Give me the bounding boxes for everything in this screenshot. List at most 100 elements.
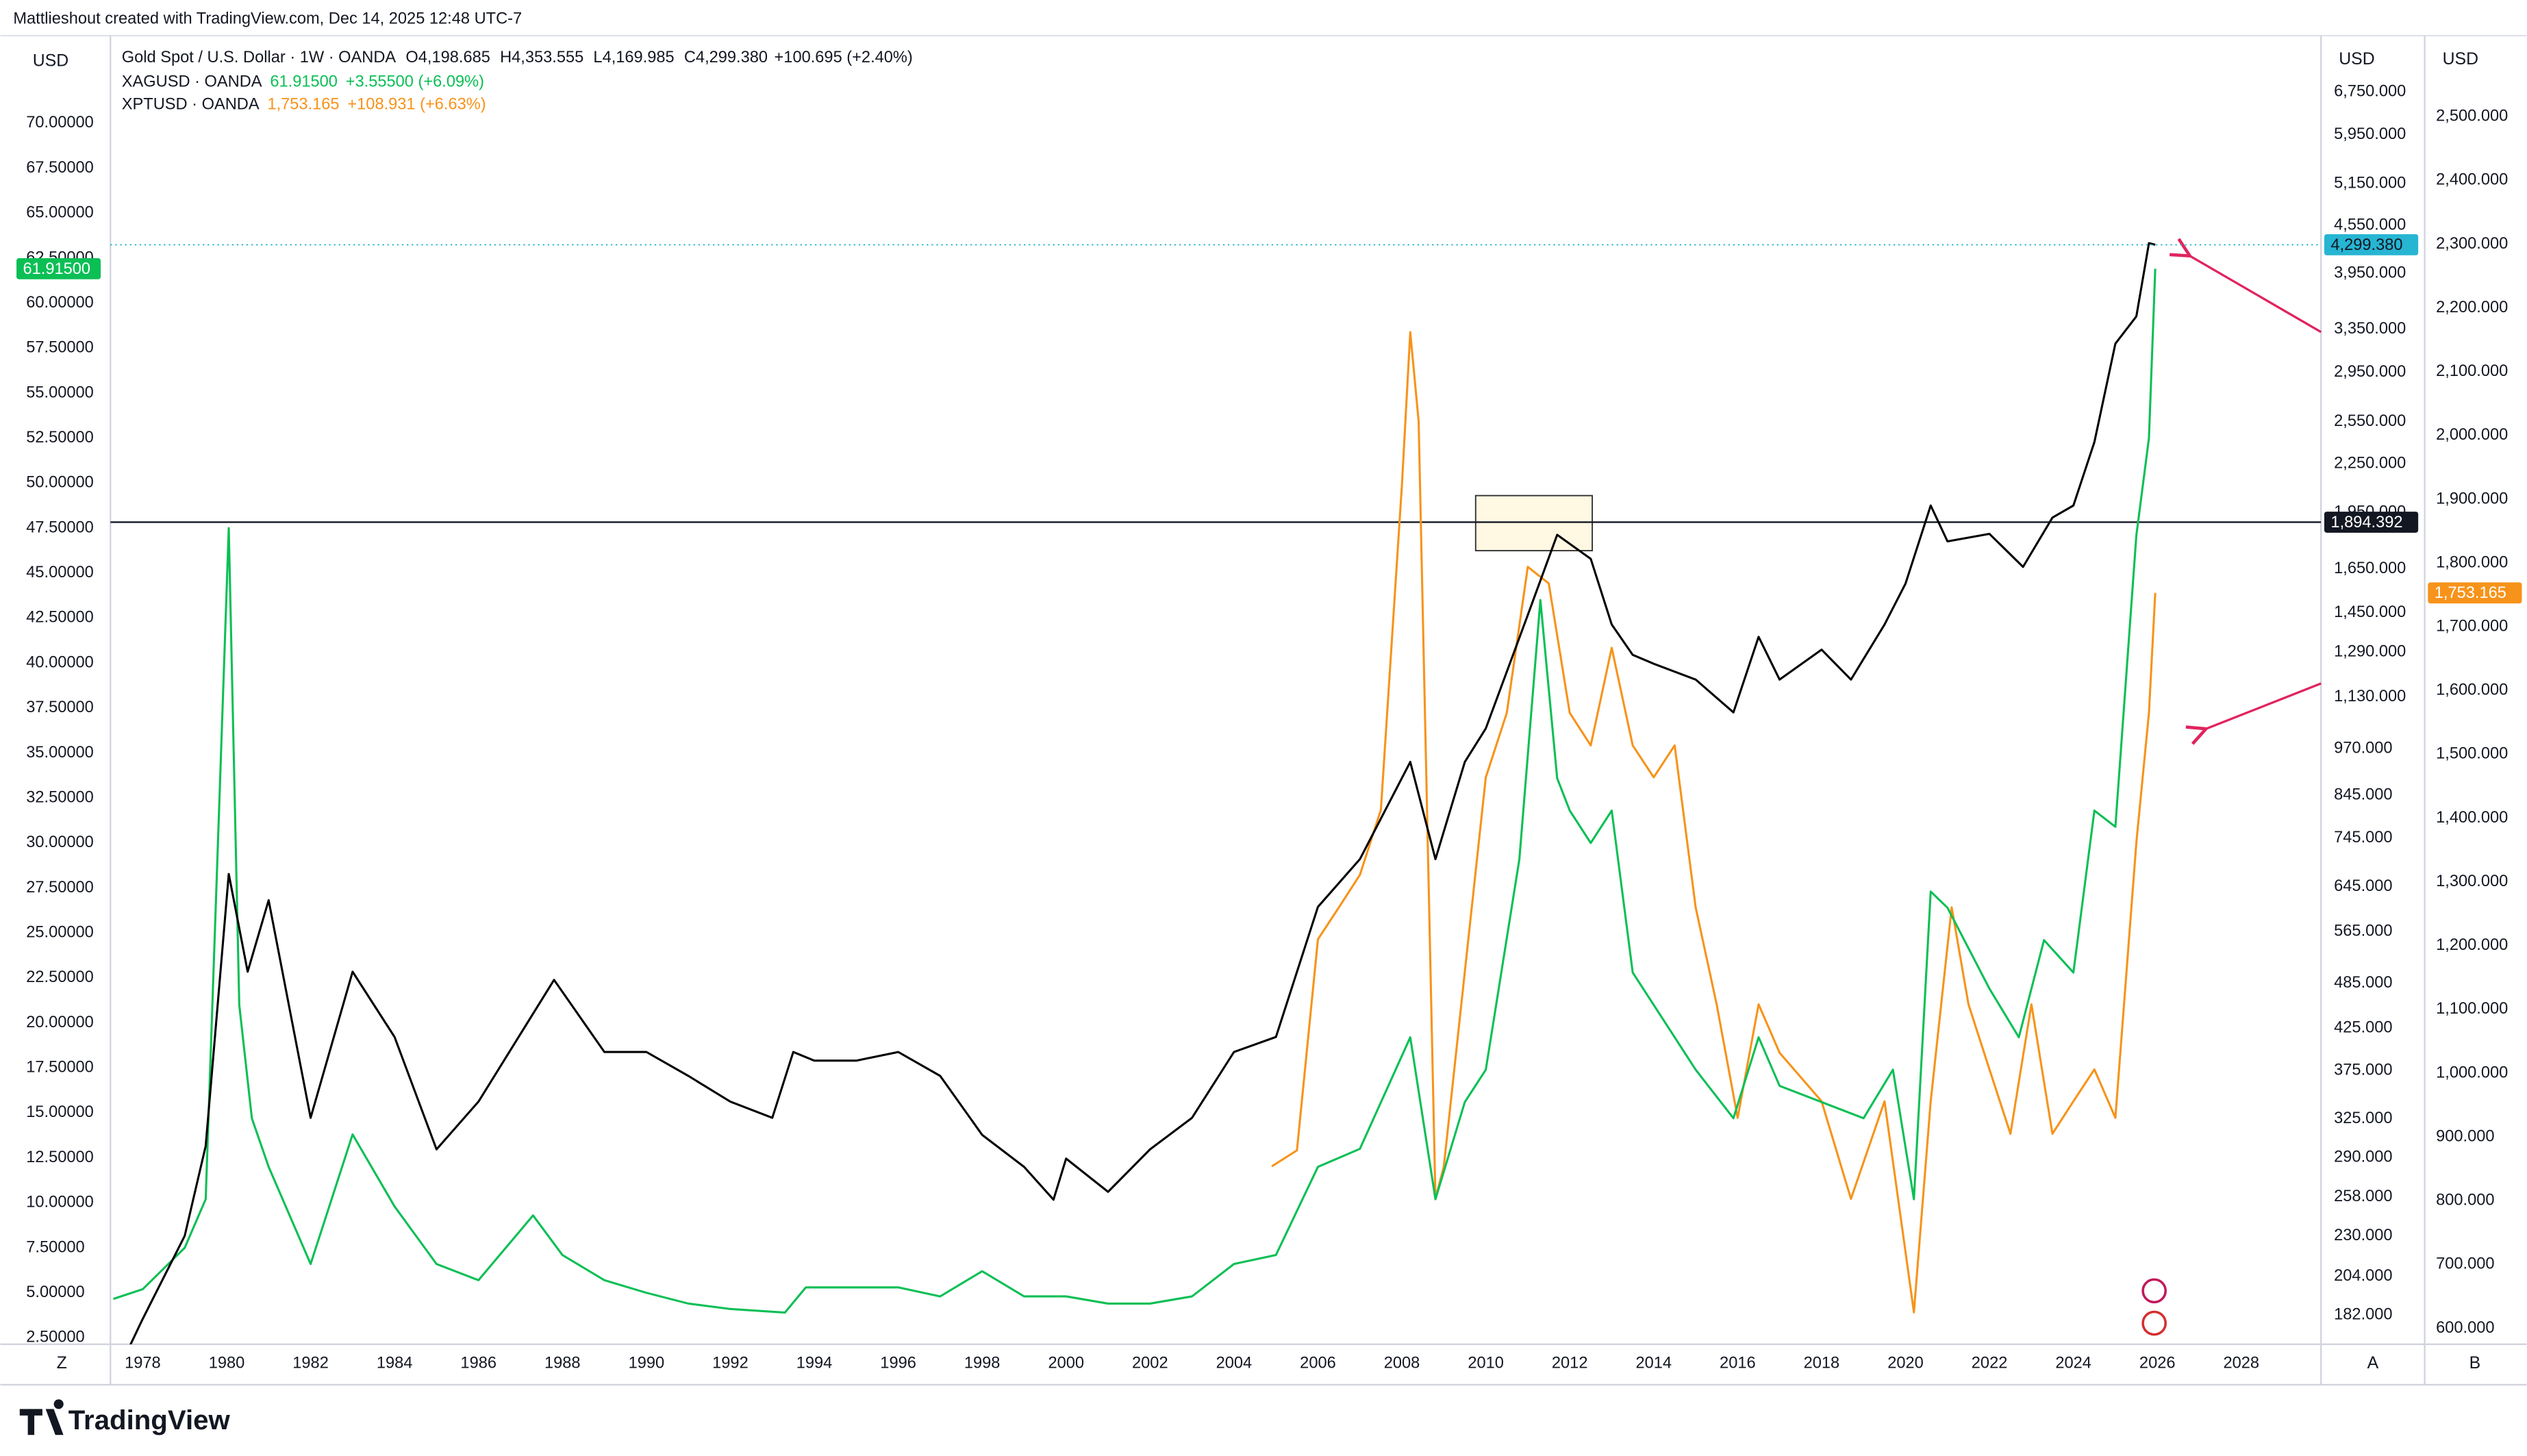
y-tick-label: 182.000: [2334, 1306, 2392, 1324]
x-tick-label: 1988: [544, 1354, 581, 1372]
icon[interactable]: [2141, 1278, 2167, 1304]
arrow: [2190, 256, 2322, 334]
legend-text: +108.931 (+6.63%): [347, 96, 486, 114]
y-tick-label: 7.50000: [26, 1238, 84, 1256]
legend-text: L: [593, 49, 602, 66]
y-tick-label: 2,250.000: [2334, 455, 2406, 473]
x-tick-label: 2006: [1300, 1354, 1336, 1372]
y-tick-label: 3,950.000: [2334, 264, 2406, 282]
y-tick-label: 22.50000: [26, 968, 94, 986]
y-tick-label: 1,500.000: [2436, 745, 2508, 763]
legend-text: XPTUSD · OANDA: [122, 96, 260, 114]
scale-button[interactable]: B: [2469, 1354, 2481, 1372]
price-tag: [16, 258, 101, 279]
price-tag: [2324, 512, 2419, 533]
y-tick-label: 1,700.000: [2436, 617, 2508, 635]
y-tick-label: 290.000: [2334, 1148, 2392, 1166]
y-tick-label: 700.000: [2436, 1255, 2494, 1273]
price-tag-label: 4,299.380: [2330, 236, 2402, 254]
header: Mattlieshout created with TradingView.co…: [13, 10, 522, 28]
x-tick-label: 1984: [377, 1354, 413, 1372]
y-tick-label: 52.50000: [26, 429, 94, 447]
y-tick-label: 745.000: [2334, 829, 2392, 846]
y-tick-label: 645.000: [2334, 877, 2392, 895]
legend-text: C: [684, 49, 696, 66]
legend-entry: Gold Spot / U.S. Dollar · 1W · OANDA O4,1…: [122, 49, 913, 66]
y-tick-label: 2,550.000: [2334, 412, 2406, 430]
y-tick-label: 6,750.000: [2334, 83, 2406, 101]
y-tick-label: 375.000: [2334, 1061, 2392, 1079]
legend-text: XAGUSD · OANDA: [122, 73, 262, 91]
y-tick-label: 60.00000: [26, 294, 94, 312]
y-tick-label: 485.000: [2334, 974, 2392, 992]
y-tick-label: 42.50000: [26, 609, 94, 627]
y-tick-label: 57.50000: [26, 339, 94, 357]
y-tick-label: 1,000.000: [2436, 1064, 2508, 1081]
y-tick-label: 325.000: [2334, 1109, 2392, 1127]
y-tick-label: 65.00000: [26, 204, 94, 222]
price-tag: [2428, 582, 2522, 604]
legend-text: +3.55500 (+6.09%): [346, 73, 484, 91]
legend-text: 61.91500: [270, 73, 338, 91]
y-tick-label: 70.00000: [26, 114, 94, 131]
icon[interactable]: [2141, 1310, 2167, 1336]
y-tick-label: 1,900.000: [2436, 490, 2508, 507]
x-tick-label: 1982: [292, 1354, 329, 1372]
y-tick-label: 20.00000: [26, 1014, 94, 1031]
price-tag: [2324, 234, 2419, 255]
y-tick-label: 17.50000: [26, 1059, 94, 1077]
y-tick-label: 5.00000: [26, 1283, 84, 1301]
axis-unit: USD: [33, 51, 68, 70]
axis-unit: USD: [2443, 50, 2478, 68]
series-line: [129, 242, 2156, 1344]
price-tag-label: 1,753.165: [2435, 584, 2506, 602]
x-tick-label: 2004: [1216, 1354, 1253, 1372]
y-tick-label: 32.50000: [26, 788, 94, 806]
x-tick-label: 2018: [1804, 1354, 1840, 1372]
x-tick-label: 1986: [460, 1354, 496, 1372]
y-tick-label: 2,500.000: [2436, 108, 2508, 125]
y-tick-label: 258.000: [2334, 1188, 2392, 1205]
y-tick-label: 35.00000: [26, 744, 94, 762]
y-tick-label: 2.50000: [26, 1329, 84, 1346]
brand-logo: [19, 1399, 64, 1435]
y-tick-label: 5,150.000: [2334, 174, 2406, 192]
series-line: [113, 268, 2157, 1314]
y-tick-label: 67.50000: [26, 159, 94, 177]
x-tick-label: 1996: [880, 1354, 916, 1372]
y-tick-label: 3,350.000: [2334, 320, 2406, 338]
y-tick-label: 45.00000: [26, 564, 94, 581]
legend: Gold Spot / U.S. Dollar · 1W · OANDA O4,1…: [122, 49, 913, 114]
y-tick-label: 1,650.000: [2334, 560, 2406, 577]
x-tick-label: 2016: [1720, 1354, 1756, 1372]
axis-unit: USD: [2339, 50, 2374, 68]
legend-text: 4,299.380: [696, 49, 768, 66]
plot-area: [110, 242, 2322, 1344]
series-line: [1271, 331, 2157, 1314]
y-tick-label: 2,200.000: [2436, 299, 2508, 316]
x-tick-label: 1992: [712, 1354, 749, 1372]
x-tick-label: 1994: [796, 1354, 833, 1372]
legend-entry: XAGUSD · OANDA 61.91500 +3.55500 (+6.09%): [122, 73, 484, 91]
legend-entry: XPTUSD · OANDA 1,753.165 +108.931 (+6.63%): [122, 96, 486, 114]
y-tick-label: 1,200.000: [2436, 936, 2508, 954]
y-tick-label: 2,000.000: [2436, 426, 2508, 444]
y-tick-label: 12.50000: [26, 1149, 94, 1166]
y-tick-label: 1,130.000: [2334, 688, 2406, 705]
legend-text: Gold Spot / U.S. Dollar · 1W · OANDA: [122, 49, 397, 66]
y-tick-label: 47.50000: [26, 518, 94, 536]
y-tick-label: 1,800.000: [2436, 553, 2508, 571]
y-tick-label: 37.50000: [26, 699, 94, 716]
legend-text: O: [405, 49, 418, 66]
y-tick-label: 230.000: [2334, 1227, 2392, 1244]
y-tick-label: 25.00000: [26, 923, 94, 941]
x-tick-label: 2000: [1048, 1354, 1084, 1372]
y-tick-label: 2,300.000: [2436, 235, 2508, 253]
y-tick-label: 4,550.000: [2334, 216, 2406, 234]
legend-text: 4,198.685: [418, 49, 490, 66]
scale-button[interactable]: A: [2367, 1354, 2379, 1372]
scale-button[interactable]: Z: [57, 1354, 67, 1372]
legend-text: H: [500, 49, 512, 66]
